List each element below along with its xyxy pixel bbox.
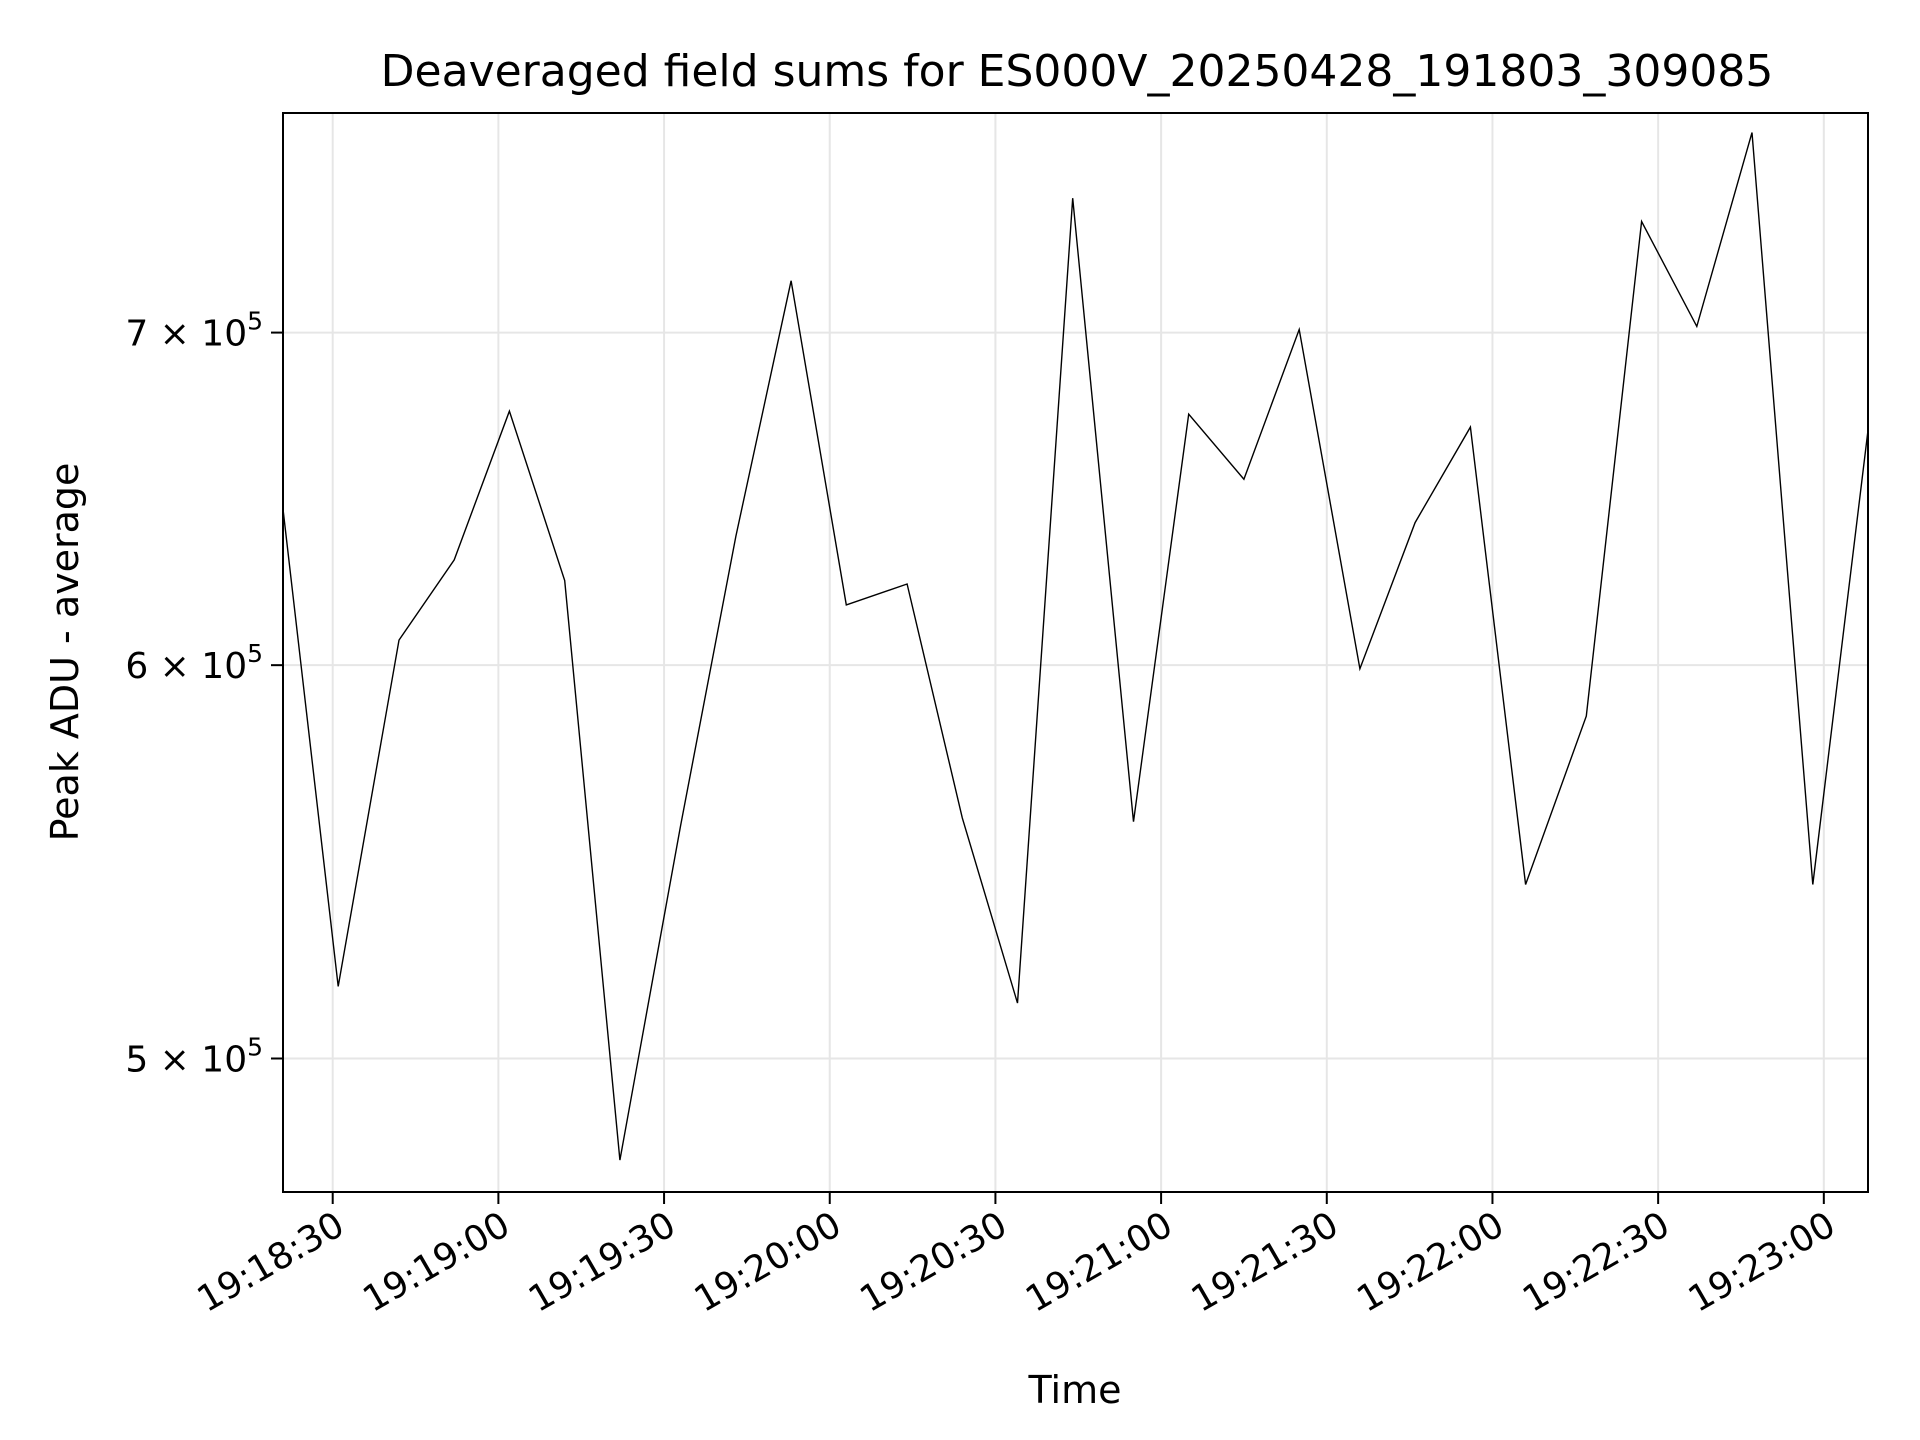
grid [283, 113, 1868, 1192]
plot-area [282, 132, 1869, 1161]
x-tick-label: 19:22:30 [1516, 1204, 1677, 1320]
y-axis-label: Peak ADU - average [43, 463, 87, 842]
y-tick-mantissa: 6 [125, 646, 148, 687]
y-tick-mantissa: 7 [125, 314, 148, 355]
y-tick-label: 7 × 105 [125, 307, 263, 355]
x-tick-label: 19:21:00 [1019, 1204, 1180, 1320]
y-tick-base: × 10 [148, 314, 247, 355]
y-tick-mantissa: 5 [125, 1040, 148, 1081]
chart-title: Deaveraged field sums for ES000V_2025042… [381, 46, 1774, 97]
x-tick-label: 19:19:30 [522, 1204, 683, 1320]
y-tick-exponent: 5 [247, 307, 263, 336]
x-axis: 19:18:30 19:19:00 19:19:30 19:20:00 19:20:30… [191, 1192, 1843, 1321]
x-tick-label: 19:20:30 [853, 1204, 1014, 1320]
x-tick-label: 19:23:00 [1682, 1204, 1843, 1320]
plot-frame [282, 112, 1869, 1193]
y-tick-exponent: 5 [247, 1033, 263, 1062]
x-tick-label: 19:21:30 [1185, 1204, 1346, 1320]
y-tick-exponent: 5 [247, 639, 263, 668]
x-tick-label: 19:18:30 [191, 1204, 352, 1320]
y-tick-label: 6 × 105 [125, 639, 263, 687]
series-line [282, 132, 1869, 1161]
x-tick-label: 19:20:00 [688, 1204, 849, 1320]
x-axis-label: Time [1028, 1368, 1122, 1412]
y-tick-base: × 10 [148, 1040, 247, 1081]
x-tick-label: 19:19:00 [356, 1204, 517, 1320]
y-tick-label: 5 × 105 [125, 1033, 263, 1081]
y-tick-base: × 10 [148, 646, 247, 687]
x-tick-label: 19:22:00 [1350, 1204, 1511, 1320]
